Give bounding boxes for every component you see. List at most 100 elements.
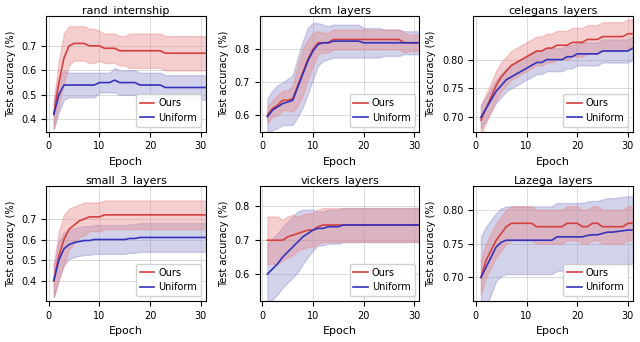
Ours (147, 49, 154, 53)
Ours (370, 37, 378, 41)
Uniform (573, 52, 581, 56)
Ours (624, 32, 632, 36)
Uniform (192, 86, 200, 90)
Uniform (304, 232, 312, 236)
Uniform (563, 235, 571, 239)
Uniform (349, 39, 357, 43)
Uniform (147, 235, 154, 239)
Uniform (279, 102, 287, 106)
X-axis label: Epoch: Epoch (323, 327, 356, 337)
Line: Uniform: Uniform (54, 80, 206, 115)
Uniform (90, 237, 98, 241)
Ours (538, 49, 545, 53)
Uniform (492, 245, 500, 249)
Uniform (156, 83, 164, 87)
Ours (548, 46, 556, 50)
Ours (487, 95, 495, 99)
Line: Uniform: Uniform (268, 225, 419, 274)
Ours (598, 225, 606, 229)
Uniform (55, 258, 63, 262)
Ours (90, 215, 98, 219)
Ours (172, 213, 179, 217)
Uniform (385, 41, 393, 45)
Uniform (553, 235, 561, 239)
Uniform (187, 86, 195, 90)
Ours (106, 213, 113, 217)
Uniform (396, 41, 403, 45)
Line: Ours: Ours (54, 43, 206, 115)
Ours (563, 43, 571, 47)
Y-axis label: Test accuracy (%): Test accuracy (%) (219, 31, 229, 117)
Ours (487, 248, 495, 252)
Uniform (50, 279, 58, 283)
Ours (396, 37, 403, 41)
Uniform (324, 41, 332, 45)
Uniform (156, 235, 164, 239)
Ours (319, 223, 327, 227)
Ours (579, 40, 586, 44)
Ours (197, 51, 205, 55)
Uniform (182, 235, 189, 239)
Title: small_3_layers: small_3_layers (85, 175, 167, 186)
Ours (410, 41, 418, 45)
Ours (365, 37, 372, 41)
Uniform (513, 72, 520, 76)
Legend: Ours, Uniform: Ours, Uniform (563, 264, 628, 296)
Ours (330, 37, 337, 41)
Ours (415, 41, 423, 45)
Ours (365, 223, 372, 227)
Uniform (131, 80, 139, 84)
Ours (100, 213, 108, 217)
Uniform (95, 80, 103, 84)
Uniform (528, 63, 536, 67)
Uniform (289, 245, 296, 249)
Uniform (335, 225, 342, 229)
Uniform (202, 86, 210, 90)
Ours (289, 233, 296, 237)
Uniform (111, 237, 118, 241)
Uniform (284, 250, 291, 254)
Ours (533, 225, 541, 229)
Ours (543, 225, 550, 229)
Line: Uniform: Uniform (54, 237, 206, 281)
Uniform (492, 89, 500, 93)
Ours (172, 51, 179, 55)
Uniform (70, 83, 78, 87)
Ours (100, 46, 108, 50)
Uniform (553, 57, 561, 62)
Uniform (502, 78, 510, 82)
Uniform (513, 238, 520, 242)
Uniform (405, 223, 413, 227)
Ours (90, 44, 98, 48)
Ours (156, 49, 164, 53)
Uniform (523, 66, 531, 70)
Ours (81, 41, 88, 45)
Ours (141, 213, 149, 217)
Uniform (309, 49, 317, 53)
Ours (553, 43, 561, 47)
Title: vickers_layers: vickers_layers (300, 175, 379, 186)
Uniform (161, 86, 169, 90)
Ours (518, 57, 525, 62)
Uniform (126, 80, 134, 84)
Ours (274, 103, 282, 107)
Uniform (76, 239, 83, 244)
Uniform (50, 113, 58, 117)
Ours (528, 221, 536, 225)
Ours (85, 44, 93, 48)
Line: Ours: Ours (54, 215, 206, 281)
Uniform (548, 238, 556, 242)
Ours (284, 235, 291, 239)
Ours (415, 223, 423, 227)
Uniform (390, 223, 398, 227)
Ours (375, 223, 383, 227)
Ours (70, 41, 78, 45)
Uniform (151, 83, 159, 87)
Uniform (497, 240, 505, 244)
Ours (95, 44, 103, 48)
Ours (558, 43, 566, 47)
Ours (340, 37, 348, 41)
Uniform (340, 223, 348, 227)
Uniform (116, 80, 124, 84)
Ours (299, 70, 307, 75)
